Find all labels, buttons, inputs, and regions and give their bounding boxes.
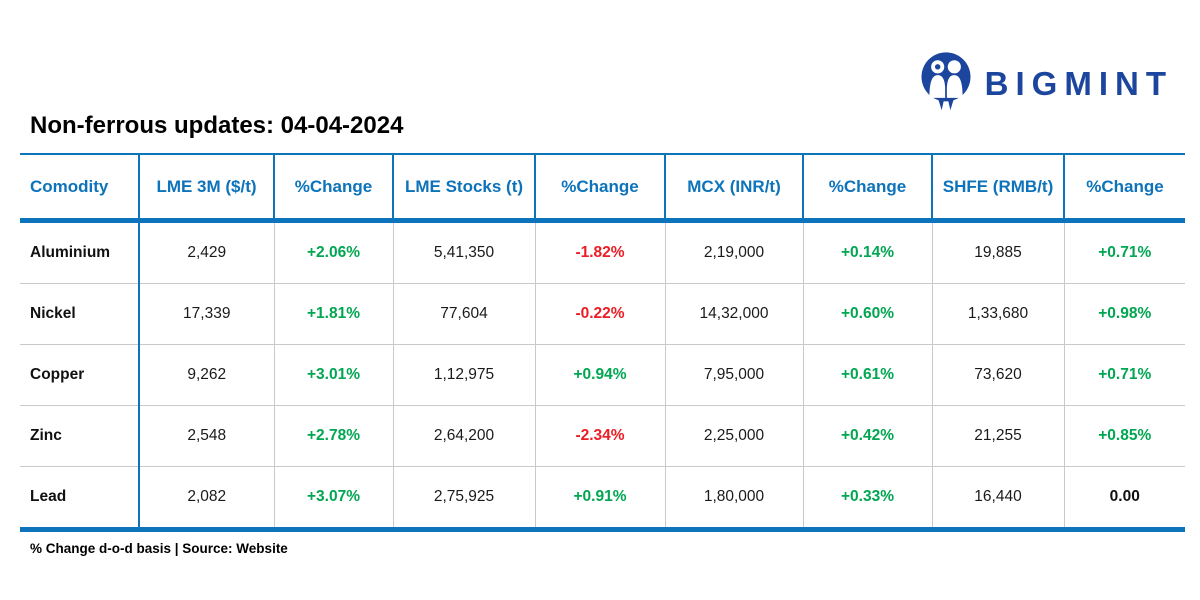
value-cell: 17,339 [138, 283, 274, 345]
change-cell: +1.81% [273, 283, 393, 345]
value-cell: 2,25,000 [664, 405, 803, 467]
bigmint-logo-icon [918, 50, 974, 116]
change-cell: +0.33% [802, 466, 932, 532]
table-row: Nickel 17,339 +1.81% 77,604 -0.22% 14,32,000 +… [20, 283, 1185, 345]
column-header-mcx: MCX (INR/t) [664, 153, 803, 223]
value-cell: 1,33,680 [931, 283, 1064, 345]
change-cell: +0.71% [1063, 344, 1185, 406]
table-header: Comodity LME 3M ($/t) %Change LME Stocks… [20, 153, 1185, 223]
change-cell: 0.00 [1063, 466, 1185, 532]
change-cell: +0.94% [534, 344, 665, 406]
source-footnote: % Change d-o-d basis | Source: Website [30, 541, 288, 556]
value-cell: 73,620 [931, 344, 1064, 406]
value-cell: 19,885 [931, 220, 1064, 284]
commodity-name-cell: Zinc [20, 405, 139, 467]
value-cell: 9,262 [138, 344, 274, 406]
change-cell: +0.85% [1063, 405, 1185, 467]
value-cell: 2,082 [138, 466, 274, 532]
value-cell: 7,95,000 [664, 344, 803, 406]
column-header-lme-stocks: LME Stocks (t) [392, 153, 535, 223]
commodity-price-table: Comodity LME 3M ($/t) %Change LME Stocks… [20, 153, 1185, 532]
brand-wordmark: BIGMINT [984, 64, 1173, 102]
header-row: Comodity LME 3M ($/t) %Change LME Stocks… [20, 153, 1185, 223]
change-cell: +0.91% [534, 466, 665, 532]
brand-logo: BIGMINT [918, 50, 1173, 116]
value-cell: 77,604 [392, 283, 535, 345]
change-cell: -0.22% [534, 283, 665, 345]
column-header-shfe-change: %Change [1063, 153, 1185, 223]
change-cell: +0.98% [1063, 283, 1185, 345]
value-cell: 2,75,925 [392, 466, 535, 532]
value-cell: 2,429 [138, 220, 274, 284]
column-header-mcx-change: %Change [802, 153, 932, 223]
value-cell: 1,80,000 [664, 466, 803, 532]
table-row: Aluminium 2,429 +2.06% 5,41,350 -1.82% 2,19,0… [20, 220, 1185, 284]
value-cell: 2,19,000 [664, 220, 803, 284]
table-body: Aluminium 2,429 +2.06% 5,41,350 -1.82% 2,19,0… [20, 220, 1185, 532]
column-header-shfe: SHFE (RMB/t) [931, 153, 1064, 223]
change-cell: +2.06% [273, 220, 393, 284]
change-cell: +2.78% [273, 405, 393, 467]
table-row: Zinc 2,548 +2.78% 2,64,200 -2.34% 2,25,000 +0.… [20, 405, 1185, 467]
page-title: Non-ferrous updates: 04-04-2024 [30, 112, 404, 139]
commodity-name-cell: Copper [20, 344, 139, 406]
change-cell: +3.01% [273, 344, 393, 406]
change-cell: +0.42% [802, 405, 932, 467]
commodity-name-cell: Aluminium [30, 244, 111, 261]
change-cell: -2.34% [534, 405, 665, 467]
value-cell: 2,64,200 [392, 405, 535, 467]
column-header-commodity: Comodity [20, 153, 139, 223]
column-header-lme-3m-change: %Change [273, 153, 393, 223]
commodity-name-cell: Lead [20, 466, 139, 532]
value-cell: 14,32,000 [664, 283, 803, 345]
value-cell: 16,440 [931, 466, 1064, 532]
table-row: Copper 9,262 +3.01% 1,12,975 +0.94% 7,95,000 +… [20, 344, 1185, 406]
change-cell: -1.82% [534, 220, 665, 284]
value-cell: 21,255 [931, 405, 1064, 467]
change-cell: +3.07% [273, 466, 393, 532]
table-row: Lead 2,082 +3.07% 2,75,925 +0.91% 1,80,000 +0.… [20, 466, 1185, 532]
value-cell: 5,41,350 [392, 220, 535, 284]
commodity-name-cell: Nickel [20, 283, 139, 345]
value-cell: 1,12,975 [392, 344, 535, 406]
column-header-lme-3m: LME 3M ($/t) [138, 153, 274, 223]
change-cell: +0.14% [802, 220, 932, 284]
value-cell: 2,548 [138, 405, 274, 467]
change-cell: +0.61% [802, 344, 932, 406]
change-cell: +0.60% [802, 283, 932, 345]
change-cell: +0.71% [1063, 220, 1185, 284]
column-header-lme-stocks-change: %Change [534, 153, 665, 223]
